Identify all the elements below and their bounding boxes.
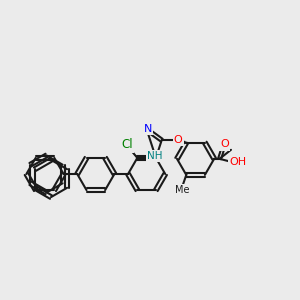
Text: OH: OH xyxy=(229,157,246,167)
Text: Me: Me xyxy=(175,184,189,195)
Text: NH: NH xyxy=(147,152,162,161)
Text: Cl: Cl xyxy=(121,139,133,152)
Text: N: N xyxy=(144,124,152,134)
Text: O: O xyxy=(174,135,183,145)
Text: O: O xyxy=(220,140,229,149)
